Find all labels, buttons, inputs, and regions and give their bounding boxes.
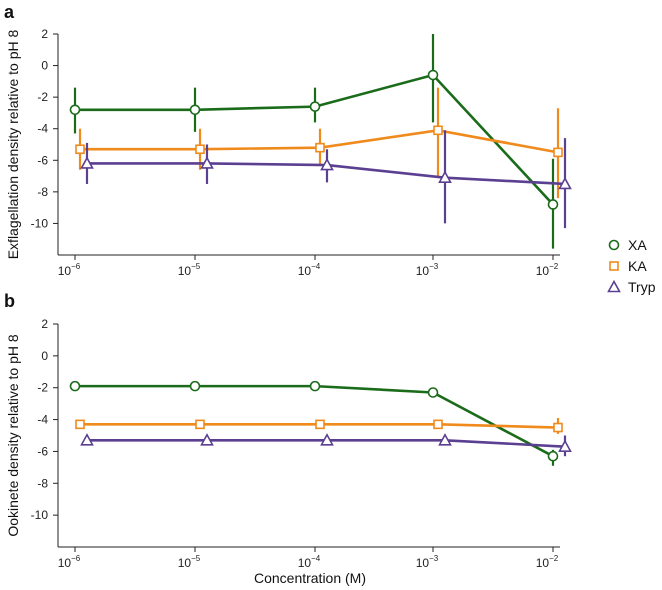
- series-xa: [69, 380, 559, 466]
- data-point: [547, 450, 559, 462]
- data-point: [427, 387, 439, 398]
- data-point: [195, 419, 205, 430]
- y-tick-label: -4: [37, 413, 48, 427]
- data-point: [309, 101, 321, 112]
- series-line: [75, 384, 554, 458]
- legend-label-ka: KA: [628, 258, 647, 274]
- panel-b-chart: b 2 0 -2 -4 -6 -8 -10 10−6 10−5 10−4 10−3 10−2 Ook…: [4, 291, 572, 586]
- data-point: [320, 433, 334, 446]
- series-ka: [75, 417, 563, 434]
- data-point: [75, 144, 85, 155]
- data-point: [189, 104, 201, 116]
- data-point: [553, 147, 563, 158]
- x-tick-label: 10−5: [178, 262, 201, 278]
- legend-label-tryp: Tryp: [628, 279, 656, 295]
- series-ka: [75, 87, 563, 199]
- data-point: [433, 125, 443, 136]
- legend: XA KA Tryp: [607, 237, 656, 295]
- legend-marker-xa: [608, 239, 620, 251]
- data-point: [320, 157, 334, 171]
- y-tick-label: -2: [37, 90, 48, 104]
- y-tick-label: -8: [37, 476, 48, 490]
- data-point: [189, 380, 201, 392]
- x-tick-label: 10−5: [178, 554, 201, 570]
- x-tick-label: 10−3: [416, 554, 439, 570]
- y-tick-label: -8: [37, 185, 48, 199]
- data-point: [200, 433, 214, 446]
- panel-b-label: b: [4, 291, 15, 311]
- y-tick-label: -2: [37, 381, 48, 395]
- legend-marker-tryp: [607, 279, 621, 293]
- data-point: [80, 433, 94, 446]
- panel-b-x-axis-title: Concentration (M): [254, 570, 366, 586]
- x-tick-label: 10−4: [298, 554, 321, 570]
- x-tick-label: 10−4: [298, 262, 321, 278]
- data-point: [553, 422, 563, 433]
- y-tick-label: -10: [31, 216, 49, 230]
- y-tick-label: -10: [31, 508, 49, 522]
- x-tick-label: 10−6: [58, 262, 81, 278]
- panel-a-label: a: [4, 2, 15, 22]
- data-point: [309, 380, 321, 392]
- y-tick-label: -4: [37, 122, 48, 136]
- data-point: [547, 199, 559, 210]
- y-tick-label: -6: [37, 153, 48, 167]
- y-tick-label: -6: [37, 444, 48, 458]
- series-tryp: [80, 130, 572, 229]
- data-point: [427, 69, 439, 81]
- x-tick-label: 10−2: [536, 554, 559, 570]
- series-xa: [69, 34, 559, 249]
- panel-a-chart: a 2 0 -2 -4 -6 -8 -10 10−6 10−5 10−4 10−3 10−2 Exf…: [4, 2, 572, 278]
- data-point: [195, 144, 205, 155]
- x-tick-label: 10−2: [536, 262, 559, 278]
- panel-a-y-axis-title: Exflagellation density relative to pH 8: [5, 30, 21, 260]
- data-point: [558, 176, 572, 190]
- legend-label-xa: XA: [628, 237, 647, 253]
- data-point: [438, 433, 452, 446]
- data-point: [80, 156, 94, 169]
- x-tick-label: 10−6: [58, 554, 81, 570]
- legend-marker-ka: [609, 261, 619, 271]
- y-tick-label: 0: [41, 349, 48, 363]
- x-tick-label: 10−3: [416, 262, 439, 278]
- data-point: [315, 419, 325, 430]
- y-tick-label: 0: [41, 59, 48, 73]
- panel-b-y-axis-title: Ookinete density relative to pH 8: [5, 334, 21, 537]
- y-tick-label: 2: [41, 317, 48, 331]
- y-tick-label: 2: [41, 27, 48, 41]
- data-point: [438, 170, 452, 183]
- data-point: [433, 419, 443, 430]
- data-point: [200, 156, 214, 169]
- data-point: [315, 142, 325, 153]
- data-point: [69, 380, 81, 392]
- data-point: [558, 439, 572, 452]
- data-point: [75, 419, 85, 430]
- data-point: [69, 104, 81, 116]
- series-tryp: [80, 433, 572, 457]
